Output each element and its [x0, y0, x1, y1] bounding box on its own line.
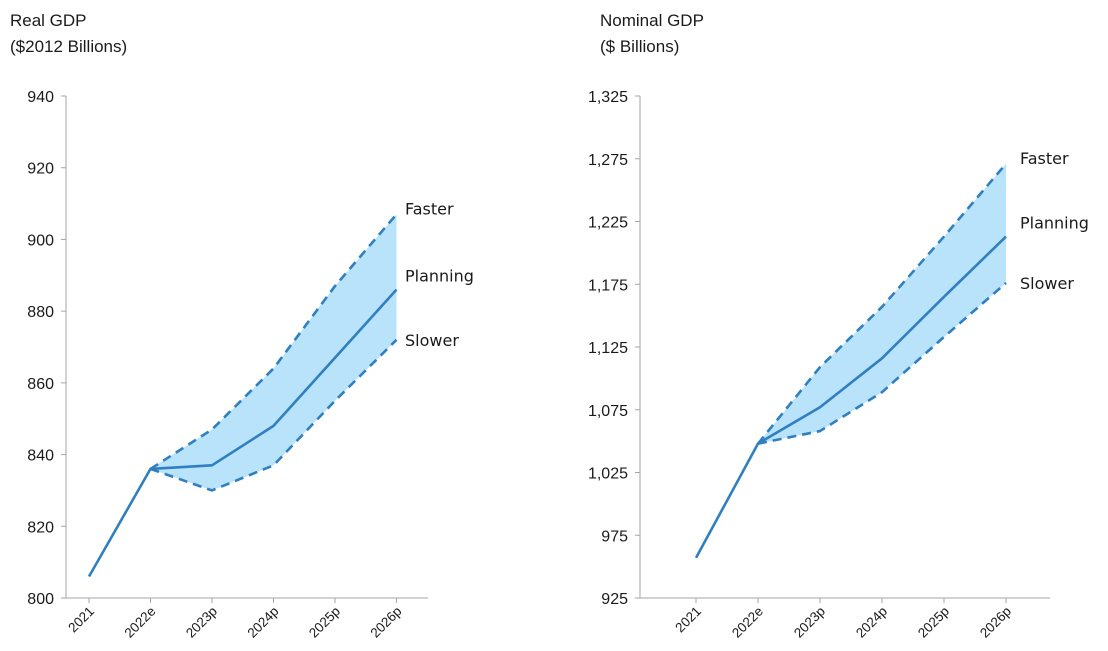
y-tick-label: 1,025	[588, 466, 628, 483]
chart-subtitle-line: ($ Billions)	[600, 37, 680, 56]
y-tick-label: 1,125	[588, 340, 628, 357]
y-tick-label: 880	[27, 304, 54, 321]
chart-subtitle-line: ($2012 Billions)	[10, 37, 128, 56]
chart-title: Nominal GDP ($ Billions)	[600, 8, 704, 60]
real-gdp-chart: Real GDP ($2012 Billions) 800 820 840 860 88…	[10, 8, 474, 641]
series-label-faster: Faster	[1020, 149, 1069, 168]
x-tick-label: 2025p	[306, 604, 343, 641]
series-label-slower: Slower	[405, 331, 459, 350]
chart-title: Real GDP ($2012 Billions)	[10, 8, 127, 60]
series-line-planning	[87, 288, 398, 578]
chart-title-line: Nominal GDP	[600, 11, 704, 30]
series-line-faster	[149, 213, 398, 471]
series-line-slower	[757, 282, 1007, 445]
y-tick-label: 940	[27, 89, 54, 106]
real-gdp-plot: 800 820 840 860 880 900 920 940 2021 2022e 2023p 20…	[27, 89, 474, 641]
y-tick-label: 1,275	[588, 152, 628, 169]
scenario-band	[150, 214, 397, 491]
series-label-planning: Planning	[1020, 214, 1089, 233]
x-tick-label: 2025p	[915, 604, 952, 641]
x-tick-label: 2023p	[183, 604, 220, 641]
x-tick-label: 2023p	[791, 604, 828, 641]
x-tick-label: 2022e	[729, 604, 766, 641]
y-tick-label: 1,075	[588, 403, 628, 420]
scenario-band	[758, 163, 1006, 444]
nominal-gdp-chart: Nominal GDP ($ Billions) 925 975 1,025 1,07…	[554, 0, 1108, 651]
y-tick-label: 1,225	[588, 215, 628, 232]
nominal-gdp-plot: 925 975 1,025 1,075 1,125 1,175 1,225 1,275 1,32…	[588, 89, 1089, 641]
x-tick-label: 2026p	[977, 604, 1014, 641]
x-tick-label: 2024p	[244, 604, 281, 641]
y-tick-label: 840	[27, 448, 54, 465]
y-tick-label: 920	[27, 161, 54, 178]
series-label-faster: Faster	[405, 199, 454, 218]
y-tick-label: 1,175	[588, 277, 628, 294]
chart-title-line: Real GDP	[10, 11, 87, 30]
y-tick-label: 800	[27, 591, 54, 608]
y-tick-label: 975	[601, 528, 628, 545]
x-tick-label: 2024p	[853, 604, 890, 641]
series-line-faster	[756, 162, 1007, 445]
series-label-slower: Slower	[1020, 274, 1074, 293]
x-tick-label: 2021	[672, 604, 704, 636]
y-tick-label: 860	[27, 376, 54, 393]
x-tick-label: 2022e	[121, 604, 158, 641]
series-label-planning: Planning	[405, 267, 474, 286]
y-tick-label: 925	[601, 591, 628, 608]
x-tick-label: 2026p	[367, 604, 404, 641]
series-line-planning	[694, 235, 1007, 559]
y-tick-label: 820	[27, 519, 54, 536]
y-tick-label: 1,325	[588, 89, 628, 106]
x-tick-label: 2021	[65, 604, 97, 636]
y-tick-label: 900	[27, 232, 54, 249]
